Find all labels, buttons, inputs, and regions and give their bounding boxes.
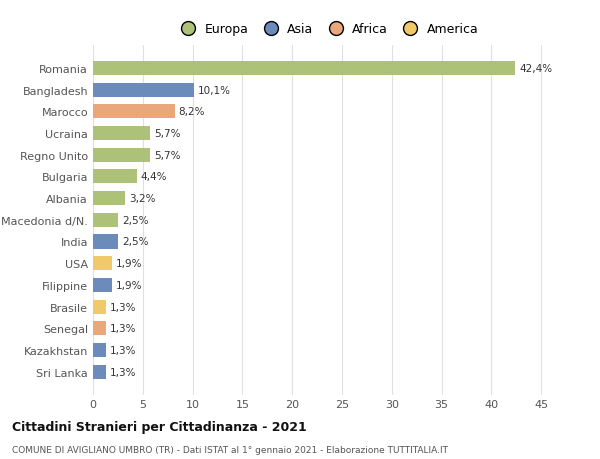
Bar <box>93 343 106 357</box>
Text: 8,2%: 8,2% <box>179 107 205 117</box>
Bar <box>93 365 106 379</box>
Bar <box>93 192 125 206</box>
Text: 1,3%: 1,3% <box>110 324 136 334</box>
Bar <box>93 84 194 97</box>
Text: 10,1%: 10,1% <box>197 85 230 95</box>
Text: 1,3%: 1,3% <box>110 345 136 355</box>
Bar <box>93 127 150 141</box>
Bar <box>93 213 118 227</box>
Bar <box>93 105 175 119</box>
Bar <box>93 257 112 271</box>
Legend: Europa, Asia, Africa, America: Europa, Asia, Africa, America <box>176 23 478 36</box>
Text: 1,9%: 1,9% <box>116 258 142 269</box>
Text: 2,5%: 2,5% <box>122 237 148 247</box>
Bar <box>93 278 112 292</box>
Text: 3,2%: 3,2% <box>129 194 155 204</box>
Text: 1,9%: 1,9% <box>116 280 142 290</box>
Text: 2,5%: 2,5% <box>122 215 148 225</box>
Bar <box>93 148 150 162</box>
Bar <box>93 62 515 76</box>
Text: 5,7%: 5,7% <box>154 129 180 139</box>
Text: COMUNE DI AVIGLIANO UMBRO (TR) - Dati ISTAT al 1° gennaio 2021 - Elaborazione TU: COMUNE DI AVIGLIANO UMBRO (TR) - Dati IS… <box>12 445 448 454</box>
Bar <box>93 300 106 314</box>
Text: 5,7%: 5,7% <box>154 151 180 160</box>
Text: Cittadini Stranieri per Cittadinanza - 2021: Cittadini Stranieri per Cittadinanza - 2… <box>12 420 307 433</box>
Text: 42,4%: 42,4% <box>519 64 553 74</box>
Text: 1,3%: 1,3% <box>110 367 136 377</box>
Text: 4,4%: 4,4% <box>141 172 167 182</box>
Bar <box>93 321 106 336</box>
Text: 1,3%: 1,3% <box>110 302 136 312</box>
Bar <box>93 235 118 249</box>
Bar <box>93 170 137 184</box>
